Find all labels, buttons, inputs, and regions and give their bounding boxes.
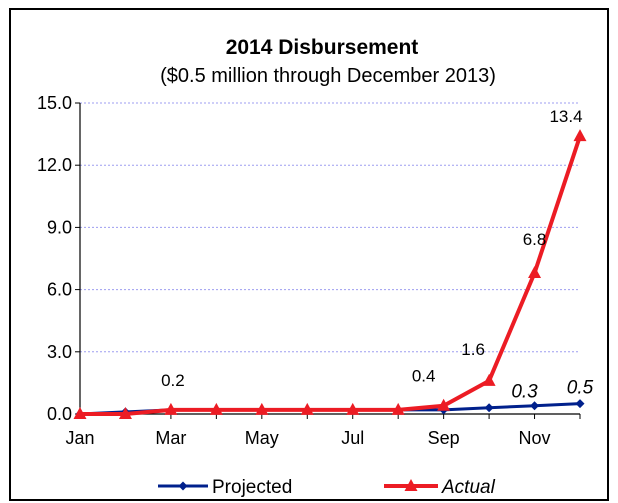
triangle-marker [437,398,451,411]
y-tick-label: 3.0 [47,342,72,362]
y-tick-label: 15.0 [37,93,72,113]
chart-title: 2014 Disbursement [226,36,419,59]
series-line [80,135,582,416]
diamond-marker [484,403,494,413]
chart-frame [9,8,609,501]
y-tick-label: 0.0 [47,404,72,424]
triangle-marker [346,402,360,415]
data-label: 0.4 [412,367,436,386]
series-actual [73,129,587,419]
x-tick-label: Nov [519,428,551,448]
legend-label: Projected [212,477,292,498]
triangle-marker [73,407,87,419]
x-tick-label: Jan [65,428,94,448]
diamond-marker [575,399,585,409]
triangle-marker [404,479,418,491]
x-tick-label: Sep [428,428,460,448]
triangle-marker [255,402,269,415]
triangle-marker [391,402,405,415]
y-tick-label: 12.0 [37,155,72,175]
triangle-marker [118,407,132,419]
data-label: 0.5 [567,378,594,399]
diamond-marker [530,401,540,411]
triangle-marker [573,129,587,142]
x-tick-label: Jul [341,428,364,448]
series-lines [73,129,587,419]
data-label: 0.3 [511,382,538,403]
data-labels: 0.2 0.4 1.6 6.8 13.4 0.3 0.5 [161,107,594,403]
data-label: 13.4 [549,107,582,126]
triangle-marker [482,373,496,386]
x-tick-label: May [245,428,279,448]
legend-label: Actual [441,477,496,498]
triangle-marker [209,402,223,415]
data-label: 0.2 [161,371,185,390]
axes: 0.0 3.0 6.0 9.0 12.0 15.0 Jan Mar May Jul Sep Nov [37,93,581,448]
data-label: 6.8 [523,230,547,249]
triangle-marker [300,402,314,415]
chart-subtitle: ($0.5 million through December 2013) [160,65,496,87]
legend: Projected Actual [158,477,496,498]
data-label: 1.6 [461,340,485,359]
diamond-marker [178,481,188,491]
y-tick-label: 6.0 [47,280,72,300]
triangle-marker [164,402,178,415]
x-tick-label: Mar [155,428,186,448]
triangle-marker [528,266,542,279]
y-tick-label: 9.0 [47,217,72,237]
gridlines [80,102,580,353]
